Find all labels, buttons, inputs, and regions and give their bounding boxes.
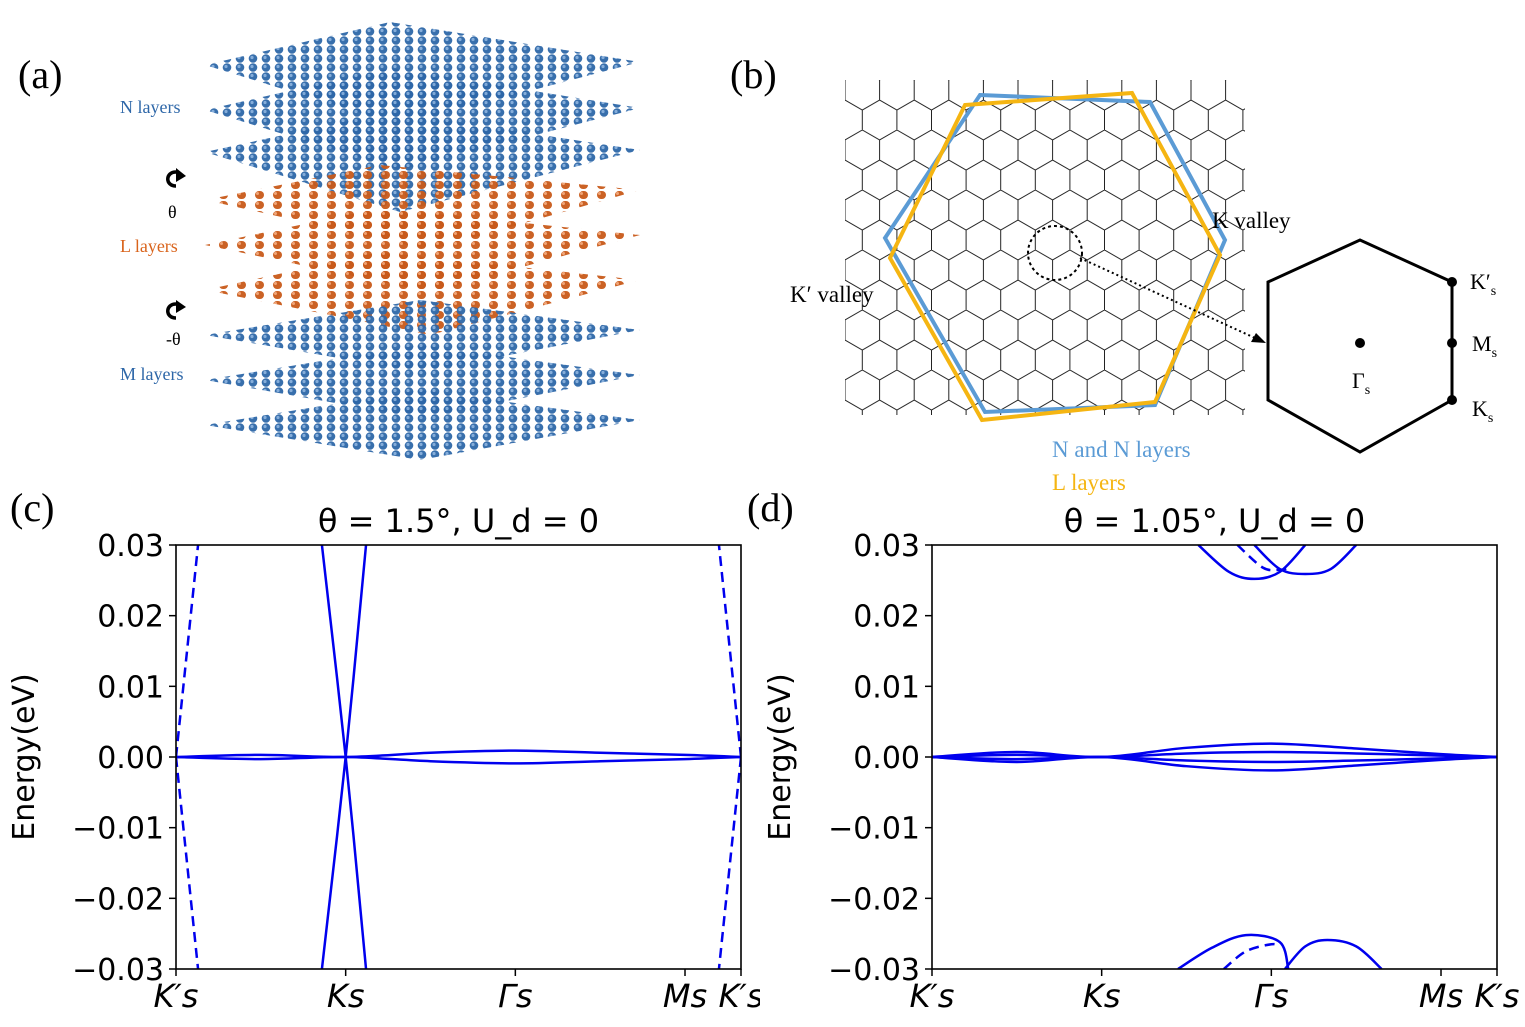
band-kp-left-down [176,756,200,969]
y-tick-label: 0.02 [97,600,164,635]
y-tick-label: 0.02 [853,600,920,635]
x-tick-label: Γs [1254,977,1289,1015]
legend-yellow-label: L layers [1052,470,1126,495]
band-kp-right-up [717,545,741,758]
band-remote-up-1 [1197,545,1307,581]
plot-frame [175,544,742,970]
y-tick-label: −0.03 [828,953,920,988]
reverse-rotation-arrow-icon [166,300,186,320]
band-remote-dn-2 [1283,938,1383,969]
y-tick-label: 0.03 [853,529,920,564]
x-tick-label: K′s [154,977,199,1015]
rotation-arrow-icon [166,168,186,188]
y-tick-label: −0.01 [828,812,920,847]
band-remote-up-3 [1236,545,1292,572]
band-remote-up-2 [1253,545,1358,576]
label-kp: K′s [1470,269,1496,299]
y-tick-label: −0.02 [72,882,164,917]
theta-label: θ [168,202,177,222]
y-tick-label: 0.00 [97,741,164,776]
band-flat-1 [932,742,1497,759]
y-tick-label: −0.03 [72,953,164,988]
series-group [932,545,1497,969]
panel-c: (c) 0.03 0.02 0.01 0.00 −0.01 −0.02 −0.03 K′s Ks… [0,480,760,1027]
panel-a: (a) N layers θ L layers -θ M layers [0,0,700,470]
label-k: Ks [1472,396,1493,426]
y-tick-label: 0.00 [853,741,920,776]
yellow-brillouin-zone [887,90,1223,423]
y-axis-label: Energy(eV) [7,673,42,840]
m-layers-label: M layers [120,364,183,384]
chart-title: θ = 1.05°, U_d = 0 [1064,502,1366,540]
band-flat-2 [932,750,1497,759]
l-layer-sheets [205,165,640,335]
y-tick-label: −0.02 [828,882,920,917]
point-gamma [1355,338,1365,348]
band-flat-3 [932,755,1497,764]
band-kp-left-up [176,545,200,758]
x-tick-label: Ks [1083,977,1121,1015]
band-chart-c: 0.030.020.010.00−0.01−0.02−0.03K′s Ks Γs Ms… [7,502,760,1015]
chart-title: θ = 1.5°, U_d = 0 [318,502,599,540]
x-tick-label: Γs [498,977,533,1015]
label-gamma: Γs [1352,368,1370,398]
plot-frame [931,544,1498,970]
panel-d: (d) 0.03 0.02 0.01 0.00 −0.01 −0.02 −0.03 K′s Ks… [747,480,1525,1027]
legend-blue-label: N and N layers [1052,437,1191,462]
x-tick-label: Ms [663,977,707,1015]
y-tick-label: −0.01 [72,812,164,847]
y-axis-label: Energy(eV) [763,673,798,840]
x-tick-label: K′s [1475,977,1520,1015]
panel-c-tag: (c) [10,485,55,530]
series-group [176,545,741,969]
band-chart-d: 0.030.020.010.00−0.01−0.02−0.03K′s Ks Γs Ms… [763,502,1520,1015]
zoom-arrow [1079,257,1256,339]
band-kp-right-down [717,756,741,969]
n-layer-sheets [205,22,640,212]
band-flat-4 [932,755,1497,772]
panel-b-tag: (b) [730,52,777,97]
point-k [1447,395,1457,405]
y-tick-label: 0.01 [97,670,164,705]
layer-stack-figure: (a) N layers θ L layers -θ M layers [18,22,640,460]
zoom-arrow-head-icon [1251,333,1266,343]
x-tick-label: K′s [910,977,955,1015]
point-kp [1447,277,1457,287]
label-m: Ms [1472,331,1497,361]
brillouin-zone-figure: (b) K valley K′ valley N and N layers L … [730,52,1497,495]
point-m [1447,338,1457,348]
panel-a-tag: (a) [18,52,62,97]
k-valley-label: K valley [1212,208,1291,233]
x-tick-label: Ms [1419,977,1463,1015]
band-flat-upper [176,749,741,759]
y-tick-label: 0.03 [97,529,164,564]
neg-theta-label: -θ [166,329,181,349]
x-tick-label: K′s [719,977,760,1015]
band-flat-lower [176,755,741,765]
l-layers-label: L layers [120,236,178,256]
kp-valley-label: K′ valley [790,282,874,307]
blue-brillouin-zone [882,92,1228,415]
n-layers-label: N layers [120,97,180,117]
y-tick-label: 0.01 [853,670,920,705]
x-tick-label: Ks [327,977,365,1015]
panel-b: (b) K valley K′ valley N and N layers L … [700,0,1525,500]
band-remote-dn-1 [1177,933,1290,969]
honeycomb-lattice [845,80,1245,415]
band-remote-dn-3 [1223,942,1281,969]
panel-d-tag: (d) [747,485,794,530]
m-layer-sheets [205,300,640,460]
zoom-circle [1027,225,1083,281]
